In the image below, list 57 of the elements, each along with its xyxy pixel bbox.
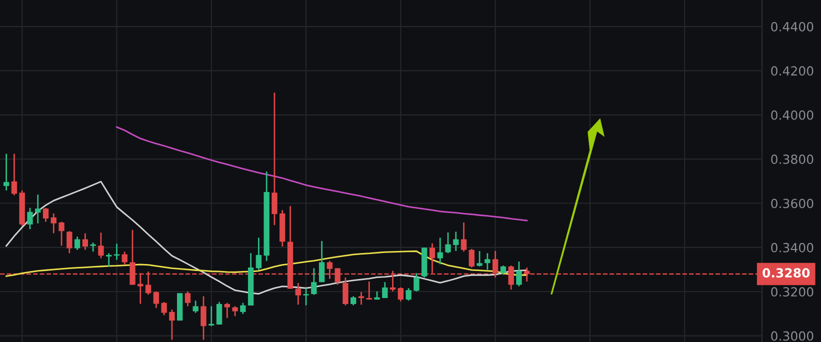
candlestick [350, 296, 356, 306]
candlestick [311, 268, 317, 296]
candlestick [366, 280, 372, 300]
candlestick [58, 221, 64, 246]
candlestick [161, 301, 167, 316]
candlestick [35, 194, 41, 224]
candlestick [398, 286, 404, 302]
candlestick [153, 290, 160, 309]
candlestick [98, 232, 104, 259]
candlestick [11, 153, 18, 196]
candlestick [122, 250, 128, 266]
candlestick [414, 272, 420, 292]
candlestick [303, 287, 309, 306]
line-series [116, 126, 528, 222]
candlestick [184, 290, 191, 307]
candlestick [90, 242, 96, 252]
candlestick [406, 287, 412, 302]
y-tick-label: 0.3600 [771, 198, 814, 208]
y-tick-label: 0.4200 [771, 66, 814, 76]
candlestick [295, 282, 301, 306]
candlestick [232, 306, 238, 317]
candlestick [516, 260, 522, 288]
candlestick [66, 230, 72, 254]
ref-line-label: 0.3280 [762, 268, 810, 278]
candlestick [216, 301, 222, 326]
candlestick [240, 302, 246, 315]
candlestick [484, 252, 490, 270]
candlestick [3, 153, 10, 192]
y-tick-label: 0.3800 [771, 154, 814, 164]
y-tick-label: 0.4400 [771, 22, 814, 32]
candlestick [200, 296, 206, 340]
candlestick [224, 302, 230, 319]
candlestick [460, 222, 467, 252]
candlestick [208, 306, 214, 327]
candlestick [437, 237, 443, 265]
y-tick-label: 0.3400 [771, 242, 814, 252]
y-tick-label: 0.3000 [771, 331, 814, 341]
candlestick [50, 212, 56, 234]
y-tick-label: 0.3200 [771, 287, 814, 297]
candlestick [42, 207, 49, 223]
candlestick [468, 248, 475, 268]
candlestick [318, 240, 325, 283]
candlestick [382, 281, 388, 299]
candlestick [106, 252, 112, 268]
candlestick [74, 236, 80, 251]
candlestick [272, 92, 278, 226]
candlestick [476, 250, 482, 268]
candlestick [342, 276, 348, 306]
candlestick [82, 232, 88, 251]
candlestick [445, 232, 451, 254]
candlestick [500, 264, 506, 276]
candlestick [169, 308, 175, 340]
candlestick [27, 207, 33, 230]
candlestick [256, 237, 262, 270]
candlestick [192, 300, 198, 314]
candlestick [453, 231, 459, 252]
y-tick-label: 0.4000 [771, 110, 814, 120]
